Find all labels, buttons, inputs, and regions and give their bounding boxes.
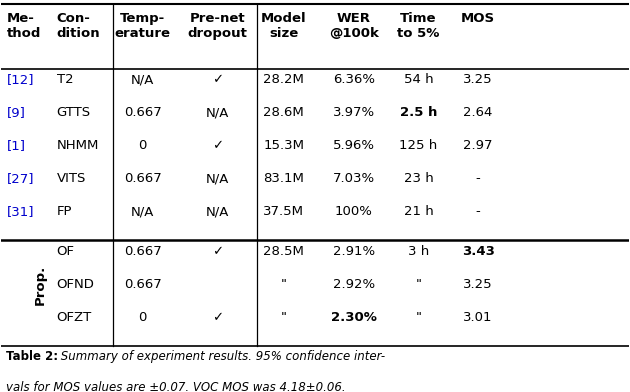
Text: Pre-net
dropout: Pre-net dropout <box>188 12 248 40</box>
Text: 54 h: 54 h <box>404 73 433 86</box>
Text: Prop.: Prop. <box>34 265 47 305</box>
Text: NHMM: NHMM <box>57 139 99 152</box>
Text: [31]: [31] <box>6 205 34 218</box>
Text: 3.01: 3.01 <box>463 311 493 324</box>
Text: -: - <box>476 172 481 185</box>
Text: ": " <box>280 278 287 291</box>
Text: 0.667: 0.667 <box>123 172 161 185</box>
Text: 0.667: 0.667 <box>123 278 161 291</box>
Text: 7.03%: 7.03% <box>333 172 375 185</box>
Text: 2.5 h: 2.5 h <box>400 106 437 119</box>
Text: GTTS: GTTS <box>57 106 91 119</box>
Text: [12]: [12] <box>6 73 34 86</box>
Text: [27]: [27] <box>6 172 34 185</box>
Text: 2.97: 2.97 <box>463 139 493 152</box>
Text: Time
to 5%: Time to 5% <box>398 12 440 40</box>
Text: 2.64: 2.64 <box>464 106 493 119</box>
Text: 3.25: 3.25 <box>463 278 493 291</box>
Text: OFND: OFND <box>57 278 94 291</box>
Text: 15.3M: 15.3M <box>263 139 304 152</box>
Text: ": " <box>416 278 421 291</box>
Text: N/A: N/A <box>206 205 229 218</box>
Text: 100%: 100% <box>335 205 373 218</box>
Text: Me-
thod: Me- thod <box>6 12 41 40</box>
Text: 5.96%: 5.96% <box>333 139 375 152</box>
Text: WER
@100k: WER @100k <box>329 12 379 40</box>
Text: ": " <box>416 311 421 324</box>
Text: 3.43: 3.43 <box>462 245 495 258</box>
Text: 0: 0 <box>139 139 147 152</box>
Text: OF: OF <box>57 245 74 258</box>
Text: MOS: MOS <box>461 12 495 25</box>
Text: vals for MOS values are ±0.07. VOC MOS was 4.18±0.06.: vals for MOS values are ±0.07. VOC MOS w… <box>6 381 346 392</box>
Text: Model
size: Model size <box>261 12 306 40</box>
Text: T2: T2 <box>57 73 73 86</box>
Text: 2.91%: 2.91% <box>333 245 375 258</box>
Text: 21 h: 21 h <box>404 205 433 218</box>
Text: -: - <box>476 205 481 218</box>
Text: 3 h: 3 h <box>408 245 429 258</box>
Text: ": " <box>280 311 287 324</box>
Text: N/A: N/A <box>131 73 154 86</box>
Text: 3.97%: 3.97% <box>333 106 375 119</box>
Text: Con-
dition: Con- dition <box>57 12 100 40</box>
Text: Summary of experiment results. 95% confidence inter-: Summary of experiment results. 95% confi… <box>57 350 385 363</box>
Text: Table 2:: Table 2: <box>6 350 59 363</box>
Text: 23 h: 23 h <box>404 172 433 185</box>
Text: 28.5M: 28.5M <box>263 245 304 258</box>
Text: 28.6M: 28.6M <box>263 106 304 119</box>
Text: FP: FP <box>57 205 72 218</box>
Text: ✓: ✓ <box>212 245 224 258</box>
Text: 2.92%: 2.92% <box>333 278 375 291</box>
Text: 83.1M: 83.1M <box>263 172 304 185</box>
Text: Temp-
erature: Temp- erature <box>115 12 171 40</box>
Text: 0: 0 <box>139 311 147 324</box>
Text: 0.667: 0.667 <box>123 245 161 258</box>
Text: ✓: ✓ <box>212 311 224 324</box>
Text: 3.25: 3.25 <box>463 73 493 86</box>
Text: 28.2M: 28.2M <box>263 73 304 86</box>
Text: 6.36%: 6.36% <box>333 73 375 86</box>
Text: N/A: N/A <box>131 205 154 218</box>
Text: 0.667: 0.667 <box>123 106 161 119</box>
Text: 2.30%: 2.30% <box>331 311 377 324</box>
Text: N/A: N/A <box>206 106 229 119</box>
Text: 125 h: 125 h <box>399 139 438 152</box>
Text: VITS: VITS <box>57 172 86 185</box>
Text: ✓: ✓ <box>212 139 224 152</box>
Text: [9]: [9] <box>6 106 25 119</box>
Text: N/A: N/A <box>206 172 229 185</box>
Text: [1]: [1] <box>6 139 25 152</box>
Text: OFZT: OFZT <box>57 311 92 324</box>
Text: ✓: ✓ <box>212 73 224 86</box>
Text: 37.5M: 37.5M <box>263 205 304 218</box>
